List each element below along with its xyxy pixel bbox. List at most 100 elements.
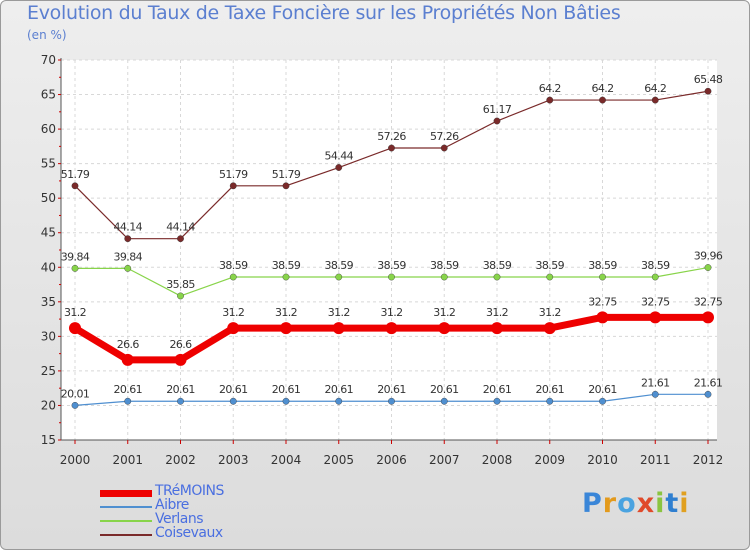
- data-label: 20.61: [483, 383, 512, 396]
- data-label: 38.59: [641, 259, 670, 272]
- data-label: 31.2: [64, 306, 86, 319]
- data-label: 51.79: [219, 168, 248, 181]
- y-tick-label: 15: [41, 433, 56, 447]
- data-label: 64.2: [591, 82, 613, 95]
- y-tick-label: 55: [41, 157, 56, 171]
- legend-label: Verlans: [155, 511, 204, 527]
- data-point: [124, 235, 132, 243]
- logo-letter: i: [655, 488, 666, 519]
- data-label: 20.61: [219, 383, 248, 396]
- data-point: [546, 96, 554, 104]
- data-point: [282, 273, 290, 281]
- legend-label: TRéMOINS: [155, 483, 224, 499]
- data-point: [493, 397, 501, 405]
- data-point: [282, 397, 290, 405]
- data-point: [335, 397, 343, 405]
- data-point: [385, 322, 398, 335]
- data-label: 38.59: [536, 259, 565, 272]
- x-tick-label: 2009: [534, 453, 565, 467]
- data-point: [493, 273, 501, 281]
- data-point: [651, 390, 659, 398]
- legend-swatch: [100, 506, 152, 508]
- x-tick-label: 2003: [218, 453, 249, 467]
- data-point: [177, 292, 184, 300]
- data-label: 20.61: [377, 383, 406, 396]
- data-point: [649, 311, 662, 324]
- y-tick-label: 65: [41, 88, 56, 102]
- data-label: 31.2: [328, 306, 350, 319]
- y-tick-label: 50: [41, 191, 56, 205]
- data-point: [651, 96, 659, 104]
- legend-label: Coisevaux: [155, 525, 223, 541]
- logo-letter: x: [636, 488, 656, 519]
- data-labels: 20.01 20.61 20.61 20.61 20.61 20.61 20.61 20.61…: [61, 73, 724, 400]
- x-tick-label: 2011: [640, 453, 671, 467]
- data-point: [332, 322, 345, 335]
- data-point: [599, 96, 606, 104]
- y-tick-label: 45: [41, 226, 56, 240]
- data-label: 57.26: [377, 130, 406, 143]
- data-point: [69, 322, 81, 335]
- x-tick-label: 2010: [587, 453, 618, 467]
- data-label: 38.59: [219, 259, 248, 272]
- x-tick-label: 2012: [693, 453, 724, 467]
- data-label: 20.61: [114, 383, 143, 396]
- data-point: [121, 353, 134, 366]
- data-point: [229, 273, 237, 281]
- proxiti-logo: Proxiti: [582, 488, 690, 519]
- data-label: 21.61: [694, 376, 723, 389]
- data-label: 26.6: [169, 338, 192, 351]
- data-point: [599, 273, 606, 281]
- data-label: 39.96: [694, 250, 723, 263]
- y-tick-label: 25: [41, 364, 56, 378]
- plot-area: [61, 60, 717, 440]
- data-label: 20.61: [325, 383, 354, 396]
- chart-subtitle: (en %): [27, 28, 67, 42]
- data-label: 32.75: [641, 295, 670, 308]
- data-point: [702, 311, 714, 324]
- data-point: [704, 264, 712, 271]
- x-tick-label: 2006: [376, 453, 407, 467]
- y-tick-label: 60: [41, 122, 56, 136]
- data-point: [388, 397, 395, 405]
- data-point: [599, 397, 606, 405]
- data-label: 38.59: [588, 259, 617, 272]
- logo-letter: P: [582, 488, 603, 519]
- data-point: [546, 273, 554, 281]
- data-label: 39.84: [114, 250, 143, 263]
- data-label: 61.17: [483, 103, 512, 116]
- data-point: [543, 322, 556, 335]
- x-tick-label: 2005: [323, 453, 354, 467]
- data-point: [335, 164, 343, 171]
- data-label: 32.75: [694, 295, 723, 308]
- data-label: 38.59: [430, 259, 459, 272]
- data-point: [174, 353, 187, 366]
- data-point: [651, 273, 659, 281]
- legend-swatch: [100, 489, 152, 497]
- data-point: [491, 322, 503, 335]
- data-label: 65.48: [694, 73, 723, 86]
- data-point: [440, 144, 448, 152]
- data-label: 39.84: [61, 250, 90, 263]
- legend-label: Aibre: [155, 497, 189, 513]
- data-point: [493, 117, 501, 125]
- data-label: 31.2: [433, 306, 455, 319]
- logo-letter: i: [679, 488, 690, 519]
- data-label: 44.14: [114, 221, 143, 234]
- data-label: 51.79: [61, 168, 90, 181]
- data-point: [71, 264, 79, 272]
- data-point: [282, 182, 290, 190]
- data-label: 31.2: [380, 306, 402, 319]
- data-label: 21.61: [641, 376, 670, 389]
- y-tick-label: 20: [41, 398, 56, 412]
- data-point: [229, 182, 237, 190]
- x-tick-label: 2002: [165, 453, 196, 467]
- logo-letter: r: [602, 488, 618, 519]
- data-label: 44.14: [166, 221, 195, 234]
- data-point: [438, 322, 451, 335]
- chart-title: Evolution du Taux de Taxe Foncière sur l…: [27, 2, 621, 24]
- logo-letter: t: [665, 488, 680, 519]
- data-point: [546, 397, 554, 405]
- data-point: [177, 397, 184, 405]
- data-point: [704, 87, 712, 95]
